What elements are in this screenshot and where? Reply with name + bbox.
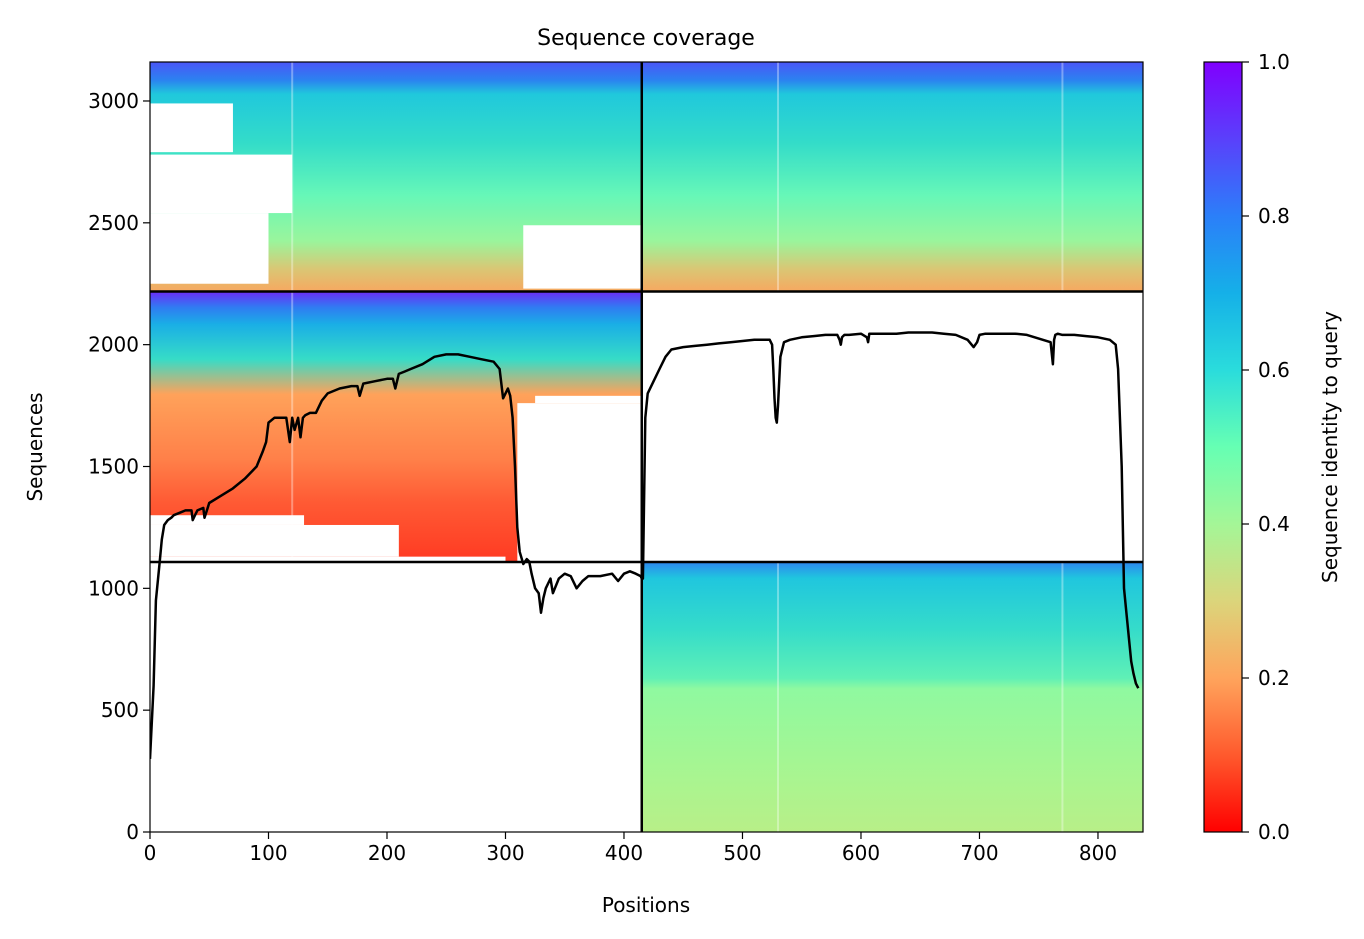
x-tick-label: 300 — [486, 841, 524, 865]
colorbar-tick-label: 1.0 — [1258, 50, 1290, 74]
colorbar-tick-label: 0.8 — [1258, 204, 1290, 228]
plot-frame — [149, 61, 1144, 833]
x-tick-label: 100 — [249, 841, 287, 865]
x-tick-label: 800 — [1079, 841, 1117, 865]
colorbar-label: Sequence identity to query — [1318, 311, 1342, 583]
coverage-streak-0 — [777, 62, 780, 832]
coverage-gap-3 — [523, 225, 642, 289]
coverage-gap-8 — [535, 395, 642, 404]
y-tick-label: 500 — [101, 698, 139, 722]
colorbar-gradient — [1203, 61, 1243, 833]
colorbar-tick-label: 0.6 — [1258, 358, 1290, 382]
y-axis-label: Sequences — [23, 392, 47, 501]
coverage-gap-4 — [150, 556, 506, 563]
coverage-line — [150, 331, 1140, 759]
coverage-gap-2 — [150, 213, 269, 284]
coverage-gap-7 — [517, 403, 642, 563]
colorbar-tick-label: 0.2 — [1258, 666, 1290, 690]
chart-title: Sequence coverage — [537, 26, 755, 51]
y-tick-label: 1000 — [88, 576, 139, 600]
x-axis-label: Positions — [602, 893, 690, 917]
coverage-gap-5 — [150, 524, 399, 557]
coverage-block-both-chains — [150, 62, 1143, 292]
y-tick-label: 3000 — [88, 89, 139, 113]
coverage-block-chain-2-only — [641, 562, 1143, 832]
x-tick-label: 500 — [723, 841, 761, 865]
x-tick-label: 400 — [605, 841, 643, 865]
y-tick-label: 1500 — [88, 454, 139, 478]
x-tick-label: 200 — [368, 841, 406, 865]
y-tick-label: 2500 — [88, 211, 139, 235]
y-tick-label: 2000 — [88, 333, 139, 357]
coverage-gap-1 — [150, 154, 293, 214]
x-tick-label: 0 — [144, 841, 157, 865]
colorbar-tick-label: 0.4 — [1258, 512, 1290, 536]
colorbar-tick-label: 0.0 — [1258, 820, 1290, 844]
coverage-streak-2 — [291, 62, 294, 832]
colorbar: 0.0 0.2 0.4 0.6 0.8 1.0 Sequence identity to … — [1203, 50, 1342, 844]
y-tick-label: 0 — [126, 820, 139, 844]
coverage-gap-0 — [150, 103, 233, 153]
x-tick-label: 600 — [842, 841, 880, 865]
coverage-gap-6 — [150, 515, 305, 525]
coverage-streak-1 — [1061, 62, 1064, 832]
x-tick-label: 700 — [960, 841, 998, 865]
